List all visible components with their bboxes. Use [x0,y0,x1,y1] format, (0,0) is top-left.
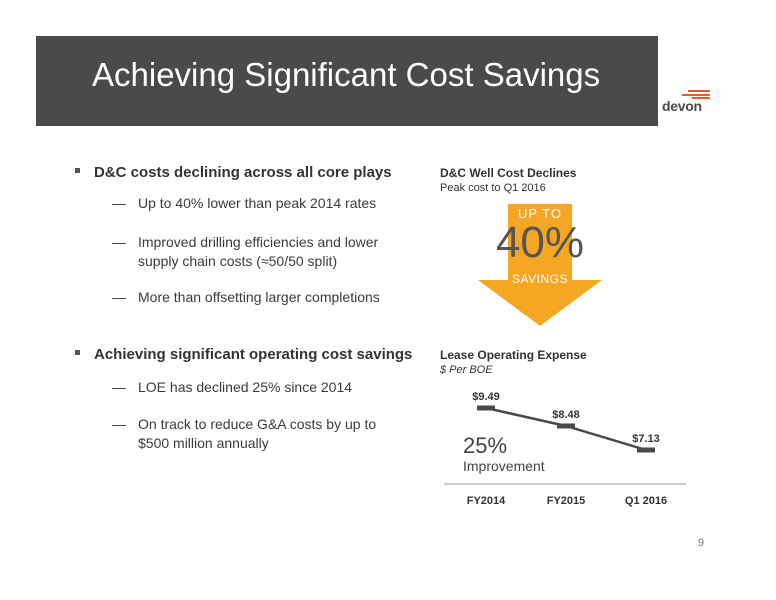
devon-logo: devon [652,90,714,120]
loe-line-chart: $9.49 $8.48 $7.13 FY2014 FY2015 Q1 2016 [444,391,686,507]
data-label: $7.13 [632,433,660,445]
slide-title: Achieving Significant Cost Savings [92,56,601,93]
loe-subtitle: $ Per BOE [440,364,493,376]
logo-text: devon [662,98,702,114]
savings-arrow: UP TO 40% SAVINGS [470,204,610,330]
dash: — [112,195,126,211]
data-point [477,405,495,411]
improvement-label: Improvement [463,458,545,474]
arrow-percent-text: 40% [495,218,585,267]
dash: — [112,379,126,395]
well-cost-subtitle: Peak cost to Q1 2016 [440,182,546,194]
sub-bullet-text: Improved drilling efficiencies and lower… [138,234,379,269]
sub-bullet-text: On track to reduce G&A costs by up to $5… [138,416,377,451]
title-bar: Achieving Significant Cost Savings [36,36,658,126]
page-number: 9 [698,537,705,549]
arrow-savings-text: SAVINGS [512,272,568,286]
bullet-text: Achieving significant operating cost sav… [94,346,413,363]
bullet-text: D&C costs declining across all core play… [94,164,392,181]
sub-bullet-text: More than offsetting larger completions [138,289,380,305]
x-tick-label: FY2015 [547,495,586,507]
data-point [637,447,655,453]
well-cost-title: D&C Well Cost Declines [440,166,577,180]
sub-bullet-text: Up to 40% lower than peak 2014 rates [138,195,377,211]
down-arrow-icon [478,204,602,326]
x-tick-label: FY2014 [467,495,506,507]
data-label: $8.48 [552,409,580,421]
dash: — [112,234,126,250]
improvement-value: 25% [463,433,508,458]
loe-title: Lease Operating Expense [440,348,587,362]
dash: — [112,416,126,432]
sub-bullet-text: LOE has declined 25% since 2014 [138,379,353,395]
bullet-marker [75,168,80,173]
x-tick-label: Q1 2016 [625,495,667,507]
logo-stripes [682,90,710,101]
arrow-upto-text: UP TO [517,206,563,221]
dash: — [112,289,126,305]
bullet-marker [75,350,80,355]
data-label: $9.49 [472,391,500,403]
data-point [557,423,575,429]
